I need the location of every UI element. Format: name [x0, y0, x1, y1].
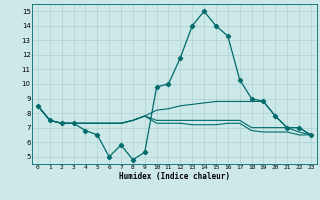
X-axis label: Humidex (Indice chaleur): Humidex (Indice chaleur) — [119, 172, 230, 181]
